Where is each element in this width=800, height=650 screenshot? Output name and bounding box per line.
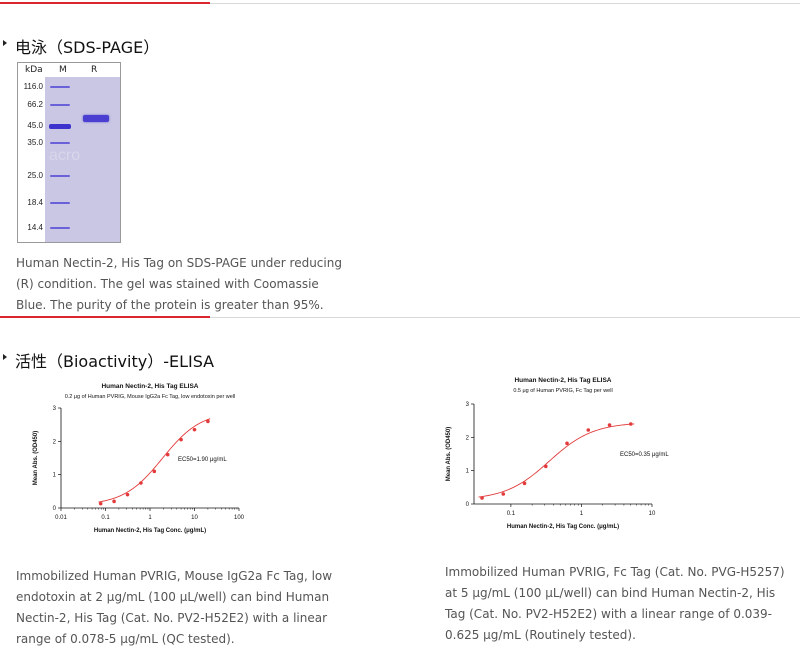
data-point — [192, 427, 197, 432]
section-divider — [210, 317, 800, 318]
data-point — [501, 492, 506, 496]
gel-marker-label: 18.4 — [27, 198, 43, 207]
fit-curve — [98, 418, 211, 503]
gel-marker-label: 25.0 — [27, 171, 43, 180]
x-tick-label: 0.1 — [507, 511, 516, 517]
marker-band — [50, 104, 70, 106]
top-accent-rule — [0, 2, 210, 4]
top-divider — [210, 3, 800, 4]
x-tick-label: 10 — [191, 515, 198, 521]
data-point — [179, 437, 183, 442]
x-tick-label: 0.1 — [101, 515, 110, 521]
sds-page-title: 电泳（SDS-PAGE） — [15, 38, 160, 57]
y-tick-label: 2 — [53, 439, 57, 445]
ec50-annotation: EC50=0.35 μg/mL — [620, 452, 669, 458]
gel-lanes: acro — [45, 77, 120, 242]
gel-header: kDa M R — [18, 63, 120, 77]
x-tick-label: 100 — [234, 515, 245, 521]
elisa-title: 活性（Bioactivity）-ELISA — [15, 352, 215, 371]
gel-watermark: acro — [49, 147, 81, 164]
data-point — [125, 492, 130, 497]
gel-kda-label: kDa — [25, 65, 43, 75]
chart-title: Human Nectin-2, His Tag ELISA — [514, 377, 611, 384]
data-point — [586, 428, 591, 432]
x-tick-label: 1 — [148, 515, 152, 521]
data-point — [139, 481, 143, 485]
x-tick-label: 0.01 — [55, 515, 67, 521]
y-axis-label: Mean Abs. (OD450) — [33, 431, 39, 485]
x-tick-label: 1 — [580, 511, 584, 517]
data-point — [206, 419, 210, 424]
elisa-chart-right: Human Nectin-2, His Tag ELISA 0.5 μg of H… — [446, 377, 669, 530]
sds-page-caption: Human Nectin-2, His Tag on SDS-PAGE unde… — [16, 256, 342, 312]
data-point — [165, 452, 170, 457]
y-axis-label: Mean Abs. (OD450) — [446, 427, 452, 481]
data-point — [565, 441, 569, 446]
x-tick-label: 10 — [649, 511, 656, 517]
gel-marker-label: 14.4 — [27, 223, 43, 232]
marker-band — [50, 227, 70, 229]
marker-band — [50, 175, 70, 177]
sample-band — [83, 115, 109, 122]
y-tick-label: 3 — [53, 406, 57, 412]
y-tick-label: 3 — [466, 402, 470, 408]
y-tick-label: 1 — [53, 473, 57, 479]
data-point — [152, 469, 157, 474]
data-point — [480, 496, 484, 500]
gel-lane-m-label: M — [59, 65, 67, 75]
section-accent-rule — [0, 316, 210, 318]
gel-marker-label: 116.0 — [23, 82, 43, 91]
y-tick-label: 0 — [466, 502, 470, 508]
sds-page-gel-image: kDa M R 116.0 66.2 45.0 35.0 25.0 18.4 1… — [17, 62, 121, 243]
marker-band — [50, 142, 70, 144]
chart-title: Human Nectin-2, His Tag ELISA — [101, 383, 198, 390]
marker-band — [50, 202, 70, 204]
data-point — [544, 464, 548, 469]
gel-marker-label: 35.0 — [27, 138, 43, 147]
x-axis-label: Human Nectin-2, His Tag Conc. (μg/mL) — [94, 528, 206, 534]
chart-subtitle: 0.5 μg of Human PVRIG, Fc Tag per well — [513, 388, 612, 394]
data-point — [522, 481, 527, 486]
chart-subtitle: 0.2 μg of Human PVRIG, Mouse IgG2a Fc Ta… — [65, 394, 236, 400]
data-point — [112, 499, 116, 504]
y-tick-label: 0 — [53, 506, 57, 512]
elisa-caption-right: Immobilized Human PVRIG, Fc Tag (Cat. No… — [445, 565, 785, 642]
data-point — [628, 422, 633, 426]
x-axis-label: Human Nectin-2, His Tag Conc. (μg/mL) — [507, 524, 619, 530]
gel-marker-label: 66.2 — [27, 100, 43, 109]
data-point — [98, 501, 103, 506]
gel-marker-label: 45.0 — [27, 121, 43, 130]
ec50-annotation: EC50=1.90 μg/mL — [178, 457, 227, 463]
section-bullet-icon — [3, 354, 7, 360]
gel-lane-r-label: R — [91, 65, 98, 75]
elisa-chart-left: Human Nectin-2, His Tag ELISA 0.2 μg of H… — [33, 383, 245, 534]
data-point — [607, 423, 612, 427]
section-bullet-icon — [3, 40, 7, 46]
y-tick-label: 2 — [466, 435, 470, 441]
elisa-caption-left: Immobilized Human PVRIG, Mouse IgG2a Fc … — [16, 569, 333, 646]
y-tick-label: 1 — [466, 469, 470, 475]
fit-curve — [478, 423, 635, 498]
marker-band — [50, 86, 70, 88]
marker-band — [49, 124, 71, 129]
